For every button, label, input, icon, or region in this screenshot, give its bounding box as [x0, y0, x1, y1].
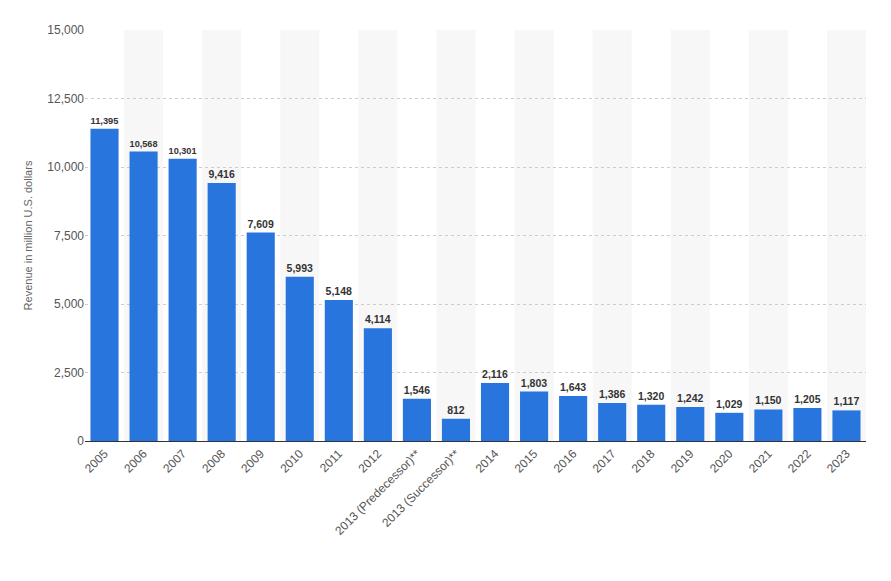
svg-text:2010: 2010 [277, 447, 306, 476]
svg-text:2022: 2022 [785, 447, 814, 476]
svg-text:Revenue in million U.S. dollar: Revenue in million U.S. dollars [22, 160, 34, 310]
svg-text:1,320: 1,320 [638, 390, 664, 402]
svg-text:2008: 2008 [199, 447, 228, 476]
svg-text:9,416: 9,416 [208, 168, 234, 180]
svg-text:2016: 2016 [551, 447, 580, 476]
svg-text:10,000: 10,000 [47, 160, 84, 174]
svg-text:2018: 2018 [629, 447, 658, 476]
svg-text:2007: 2007 [160, 447, 189, 476]
svg-text:5,148: 5,148 [326, 285, 352, 297]
svg-text:5,993: 5,993 [287, 262, 313, 274]
svg-text:12,500: 12,500 [47, 92, 84, 106]
svg-text:2023: 2023 [824, 447, 853, 476]
svg-text:2014: 2014 [473, 447, 502, 476]
svg-text:2011: 2011 [317, 447, 345, 475]
svg-text:2013 (Successor)**: 2013 (Successor)** [379, 447, 462, 530]
svg-text:1,546: 1,546 [404, 384, 430, 396]
svg-text:812: 812 [447, 404, 465, 416]
svg-text:4,114: 4,114 [365, 313, 391, 325]
svg-text:10,568: 10,568 [130, 139, 158, 149]
svg-text:2,116: 2,116 [482, 368, 508, 380]
svg-text:7,609: 7,609 [248, 218, 274, 230]
svg-text:2012: 2012 [355, 447, 384, 476]
svg-text:2020: 2020 [707, 447, 736, 476]
svg-text:1,242: 1,242 [677, 392, 703, 404]
svg-text:2009: 2009 [238, 447, 267, 476]
svg-text:0: 0 [77, 434, 84, 448]
svg-text:5,000: 5,000 [54, 297, 84, 311]
svg-text:1,029: 1,029 [716, 398, 742, 410]
svg-text:7,500: 7,500 [54, 229, 84, 243]
svg-text:1,803: 1,803 [521, 377, 547, 389]
svg-text:2,500: 2,500 [54, 366, 84, 380]
svg-text:10,301: 10,301 [169, 146, 197, 156]
svg-text:1,643: 1,643 [560, 381, 586, 393]
svg-text:1,117: 1,117 [834, 395, 860, 407]
svg-text:11,395: 11,395 [90, 116, 118, 126]
svg-text:2021: 2021 [746, 447, 775, 476]
svg-text:1,150: 1,150 [755, 394, 781, 406]
svg-text:2005: 2005 [82, 447, 111, 476]
svg-text:2015: 2015 [512, 447, 541, 476]
svg-text:2017: 2017 [590, 447, 619, 476]
svg-text:15,000: 15,000 [47, 23, 84, 37]
svg-text:2006: 2006 [121, 447, 150, 476]
svg-text:1,386: 1,386 [599, 388, 625, 400]
svg-text:2019: 2019 [668, 447, 697, 476]
svg-text:2013 (Predecessor)**: 2013 (Predecessor)** [332, 447, 423, 538]
svg-text:1,205: 1,205 [794, 393, 820, 405]
